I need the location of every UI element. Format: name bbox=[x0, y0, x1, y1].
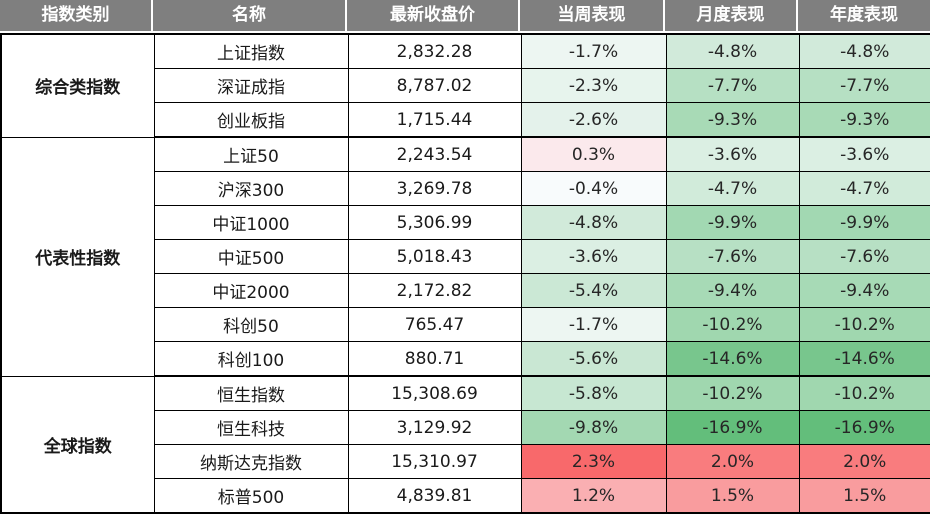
index-name-cell: 恒生指数 bbox=[153, 375, 349, 411]
week-performance-cell: -5.6% bbox=[520, 341, 667, 377]
close-price-cell: 1,715.44 bbox=[347, 102, 522, 138]
close-price-cell: 8,787.02 bbox=[347, 68, 522, 103]
header-week-performance: 当周表现 bbox=[520, 0, 665, 31]
table-row: 恒生科技 3,129.92 -9.8% -16.9% -16.9% bbox=[1, 410, 930, 445]
year-performance-cell: -16.9% bbox=[798, 410, 930, 445]
table-row: 中证2000 2,172.82 -5.4% -9.4% -9.4% bbox=[1, 273, 930, 308]
week-performance-cell: -3.6% bbox=[520, 239, 667, 274]
index-name-cell: 纳斯达克指数 bbox=[153, 444, 349, 479]
header-latest-close: 最新收盘价 bbox=[347, 0, 520, 31]
category-cell: 全球指数 bbox=[0, 375, 155, 514]
week-performance-cell: 2.3% bbox=[520, 444, 667, 479]
week-performance-cell: -4.8% bbox=[520, 205, 667, 240]
close-price-cell: 5,018.43 bbox=[347, 239, 522, 274]
index-name-cell: 恒生科技 bbox=[153, 410, 349, 445]
table-row: 纳斯达克指数 15,310.97 2.3% 2.0% 2.0% bbox=[1, 444, 930, 479]
index-name-cell: 中证2000 bbox=[153, 273, 349, 308]
table-row: 代表性指数 上证50 2,243.54 0.3% -3.6% -3.6% bbox=[0, 136, 930, 377]
index-name-cell: 科创100 bbox=[153, 341, 349, 377]
category-cell: 综合类指数 bbox=[0, 33, 155, 138]
month-performance-cell: -4.7% bbox=[665, 171, 800, 206]
month-performance-cell: -9.3% bbox=[665, 102, 800, 138]
table-row: 创业板指 1,715.44 -2.6% -9.3% -9.3% bbox=[1, 102, 930, 138]
index-name-cell: 上证50 bbox=[153, 136, 349, 172]
table-row: 科创50 765.47 -1.7% -10.2% -10.2% bbox=[1, 307, 930, 342]
table-header: 指数类别 名称 最新收盘价 当周表现 月度表现 年度表现 bbox=[0, 0, 930, 33]
header-index-name: 名称 bbox=[153, 0, 347, 31]
index-name-cell: 创业板指 bbox=[153, 102, 349, 138]
year-performance-cell: -3.6% bbox=[798, 136, 930, 172]
week-performance-cell: -1.7% bbox=[520, 307, 667, 342]
table-row: 全球指数 恒生指数 15,308.69 -5.8% -10.2% -10.2% bbox=[0, 375, 930, 514]
table-row: 科创100 880.71 -5.6% -14.6% -14.6% bbox=[1, 341, 930, 377]
index-name-cell: 上证指数 bbox=[153, 33, 349, 69]
index-name-cell: 中证500 bbox=[153, 239, 349, 274]
year-performance-cell: -10.2% bbox=[798, 375, 930, 411]
index-name-cell: 深证成指 bbox=[153, 68, 349, 103]
header-month-performance: 月度表现 bbox=[665, 0, 798, 31]
close-price-cell: 15,308.69 bbox=[347, 375, 522, 411]
year-performance-cell: -7.6% bbox=[798, 239, 930, 274]
year-performance-cell: -9.4% bbox=[798, 273, 930, 308]
table-row: 深证成指 8,787.02 -2.3% -7.7% -7.7% bbox=[1, 68, 930, 103]
index-name-cell: 沪深300 bbox=[153, 171, 349, 206]
table-body: 综合类指数 上证指数 2,832.28 -1.7% -4.8% -4.8% 深证成指 8,78… bbox=[0, 33, 930, 514]
week-performance-cell: -5.8% bbox=[520, 375, 667, 411]
month-performance-cell: -16.9% bbox=[665, 410, 800, 445]
year-performance-cell: -9.3% bbox=[798, 102, 930, 138]
month-performance-cell: -10.2% bbox=[665, 375, 800, 411]
month-performance-cell: -10.2% bbox=[665, 307, 800, 342]
month-performance-cell: -4.8% bbox=[665, 33, 800, 69]
week-performance-cell: 0.3% bbox=[520, 136, 667, 172]
header-index-category: 指数类别 bbox=[0, 0, 153, 31]
week-performance-cell: -0.4% bbox=[520, 171, 667, 206]
close-price-cell: 2,243.54 bbox=[347, 136, 522, 172]
close-price-cell: 765.47 bbox=[347, 307, 522, 342]
index-name-cell: 科创50 bbox=[153, 307, 349, 342]
month-performance-cell: -9.4% bbox=[665, 273, 800, 308]
table-row: 沪深300 3,269.78 -0.4% -4.7% -4.7% bbox=[1, 171, 930, 206]
table-row: 中证500 5,018.43 -3.6% -7.6% -7.6% bbox=[1, 239, 930, 274]
week-performance-cell: -9.8% bbox=[520, 410, 667, 445]
category-cell: 代表性指数 bbox=[0, 136, 155, 377]
month-performance-cell: -7.7% bbox=[665, 68, 800, 103]
week-performance-cell: -5.4% bbox=[520, 273, 667, 308]
close-price-cell: 15,310.97 bbox=[347, 444, 522, 479]
close-price-cell: 3,269.78 bbox=[347, 171, 522, 206]
header-year-performance: 年度表现 bbox=[798, 0, 930, 31]
week-performance-cell: -1.7% bbox=[520, 33, 667, 69]
week-performance-cell: -2.3% bbox=[520, 68, 667, 103]
month-performance-cell: 2.0% bbox=[665, 444, 800, 479]
year-performance-cell: 2.0% bbox=[798, 444, 930, 479]
table-row: 综合类指数 上证指数 2,832.28 -1.7% -4.8% -4.8% bbox=[0, 33, 930, 138]
month-performance-cell: -14.6% bbox=[665, 341, 800, 377]
year-performance-cell: -7.7% bbox=[798, 68, 930, 103]
year-performance-cell: -4.8% bbox=[798, 33, 930, 69]
close-price-cell: 2,832.28 bbox=[347, 33, 522, 69]
index-name-cell: 中证1000 bbox=[153, 205, 349, 240]
close-price-cell: 3,129.92 bbox=[347, 410, 522, 445]
month-performance-cell: -9.9% bbox=[665, 205, 800, 240]
year-performance-cell: -10.2% bbox=[798, 307, 930, 342]
week-performance-cell: -2.6% bbox=[520, 102, 667, 138]
year-performance-cell: -4.7% bbox=[798, 171, 930, 206]
month-performance-cell: -7.6% bbox=[665, 239, 800, 274]
month-performance-cell: -3.6% bbox=[665, 136, 800, 172]
close-price-cell: 2,172.82 bbox=[347, 273, 522, 308]
close-price-cell: 5,306.99 bbox=[347, 205, 522, 240]
close-price-cell: 880.71 bbox=[347, 341, 522, 377]
year-performance-cell: -9.9% bbox=[798, 205, 930, 240]
year-performance-cell: -14.6% bbox=[798, 341, 930, 377]
